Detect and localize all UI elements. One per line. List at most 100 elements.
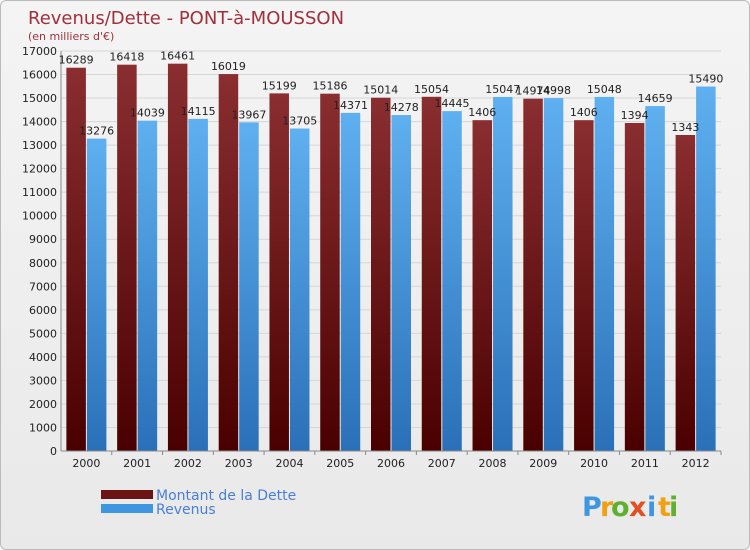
x-tick-label: 2000 (72, 457, 100, 470)
label-revenus-2010: 15048 (587, 83, 622, 96)
logo-letter: r (600, 492, 614, 523)
label-revenus-2002: 14115 (181, 105, 216, 118)
x-tick-label: 2005 (326, 457, 354, 470)
x-tick-label: 2006 (377, 457, 405, 470)
label-dette-2006: 15014 (363, 84, 398, 97)
y-tick-label: 17000 (22, 45, 57, 58)
bar-dette-2006 (371, 97, 391, 452)
y-tick-label: 7000 (29, 280, 57, 293)
logo-letter: P (582, 492, 602, 523)
bar-dette-2005 (320, 93, 340, 452)
bars (66, 63, 716, 452)
x-tick-label: 2001 (123, 457, 151, 470)
y-tick-label: 0 (50, 445, 57, 458)
y-tick-label: 8000 (29, 257, 57, 270)
x-tick-label: 2010 (580, 457, 608, 470)
label-dette-2000: 16289 (59, 54, 94, 67)
y-tick-label: 5000 (29, 327, 57, 340)
bar-revenus-2003 (239, 122, 259, 451)
bar-dette-2009 (523, 98, 543, 451)
y-tick-label: 2000 (29, 398, 57, 411)
y-tick-label: 14000 (22, 116, 57, 129)
logo-letter: t (658, 492, 671, 523)
bar-dette-2001 (117, 64, 137, 451)
legend-swatch-1 (101, 504, 153, 513)
label-dette-2009: 14974 (516, 85, 551, 98)
data-labels: 16289 13276 16418 14039 16461 14115 16019 13967… (59, 50, 724, 138)
y-tick-label: 9000 (29, 233, 57, 246)
label-dette-2002: 16461 (160, 50, 195, 63)
label-revenus-2009: 14998 (536, 84, 571, 97)
legend-label-1: Revenus (156, 502, 216, 518)
label-revenus-2012: 15490 (688, 73, 723, 86)
x-tick-label: 2009 (529, 457, 557, 470)
proxiti-logo: Pro x i ti (582, 492, 678, 523)
label-revenus-2007: 14445 (435, 97, 470, 110)
y-tick-label: 4000 (29, 351, 57, 364)
label-dette-2001: 16418 (109, 51, 144, 64)
y-tick-label: 12000 (22, 163, 57, 176)
y-tick-label: 3000 (29, 374, 57, 387)
logo-letter: o (611, 492, 630, 523)
x-tick-label: 2012 (682, 457, 710, 470)
bar-dette-2004 (269, 93, 289, 452)
y-tick-label: 11000 (22, 186, 57, 199)
label-revenus-2001: 14039 (130, 107, 165, 120)
bar-dette-2008 (472, 120, 493, 452)
bar-revenus-2005 (340, 112, 361, 451)
logo-letter: x (629, 492, 646, 523)
bar-revenus-2004 (289, 128, 310, 451)
x-tick-label: 2007 (428, 457, 456, 470)
bar-revenus-2007 (442, 111, 462, 451)
bar-dette-2007 (421, 96, 442, 451)
legend-label-0: Montant de la Dette (156, 488, 296, 504)
label-dette-2011: 1394 (621, 109, 649, 122)
label-dette-2005: 15186 (312, 80, 347, 93)
bar-revenus-2012 (696, 86, 716, 451)
label-revenus-2005: 14371 (333, 99, 368, 112)
label-dette-2007: 15054 (414, 83, 449, 96)
x-tick-label: 2004 (275, 457, 303, 470)
x-tick-label: 2008 (479, 457, 507, 470)
y-tick-label: 16000 (22, 69, 57, 82)
y-tick-label: 1000 (29, 421, 57, 434)
bar-dette-2002 (167, 63, 188, 452)
logo-letter: i (647, 492, 656, 523)
bar-revenus-2010 (594, 96, 615, 451)
label-dette-2008: 1406 (468, 106, 496, 119)
logo-letter: i (669, 492, 678, 523)
bar-dette-2010 (574, 120, 594, 452)
bar-revenus-2000 (86, 138, 107, 451)
label-revenus-2011: 14659 (638, 92, 673, 105)
y-tick-label: 10000 (22, 210, 57, 223)
y-tick-label: 6000 (29, 304, 57, 317)
chart-title: Revenus/Dette - PONT-à-MOUSSON (28, 8, 344, 29)
x-tick-label: 2002 (174, 457, 202, 470)
bar-revenus-2002 (188, 118, 208, 451)
legend-swatch-0 (101, 490, 153, 499)
bar-revenus-2001 (137, 120, 158, 451)
chart-subtitle: (en milliers d'€) (28, 30, 114, 43)
bar-revenus-2006 (391, 115, 411, 451)
bar-revenus-2008 (493, 96, 513, 451)
label-dette-2004: 15199 (262, 79, 297, 92)
label-revenus-2006: 14278 (384, 101, 419, 114)
label-revenus-2008: 15047 (485, 83, 520, 96)
axes: 0 1000 2000 3000 4000 5000 6000 7000 8000 9000 100… (22, 45, 722, 470)
label-dette-2010: 1406 (570, 106, 598, 119)
bar-dette-2003 (218, 74, 239, 452)
bar-dette-2011 (624, 123, 645, 451)
y-tick-label: 15000 (22, 92, 57, 105)
label-revenus-2000: 13276 (79, 125, 114, 138)
bar-dette-2012 (675, 135, 696, 451)
label-revenus-2004: 13705 (282, 115, 317, 128)
y-tick-label: 13000 (22, 139, 57, 152)
label-dette-2003: 16019 (211, 60, 246, 73)
bar-dette-2000 (66, 67, 86, 452)
label-revenus-2003: 13967 (231, 108, 266, 121)
label-dette-2012: 1343 (671, 121, 699, 134)
bar-revenus-2011 (645, 106, 665, 452)
